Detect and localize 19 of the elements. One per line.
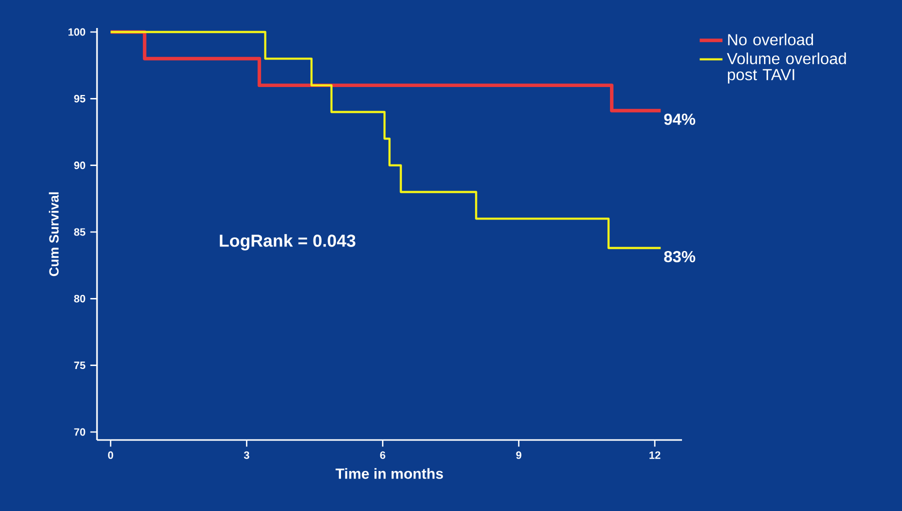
y-tick-label: 100 [68,28,86,36]
annotation: LogRank = 0.043 [220,234,356,250]
annotation: 94% [664,114,696,125]
legend-label: Volume overload post TAVI [726,52,846,84]
y-tick-label: 85 [74,228,86,236]
x-tick-label: 3 [244,451,250,459]
x-tick-label: 12 [650,451,660,459]
y-tick-label: 90 [74,162,86,170]
annotation: 83% [664,250,696,262]
x-tick-label: 0 [108,451,114,459]
x-tick-label: 6 [380,451,386,459]
x-tick-label: 9 [516,451,522,459]
y-axis-title: Cum Survival [48,192,59,276]
y-tick-label: 95 [74,94,86,102]
y-tick-label: 70 [74,428,86,436]
legend-label: No overload [728,34,813,46]
y-tick-label: 80 [74,294,86,302]
x-axis-title: Time in months [336,468,443,479]
y-tick-label: 75 [74,362,86,370]
